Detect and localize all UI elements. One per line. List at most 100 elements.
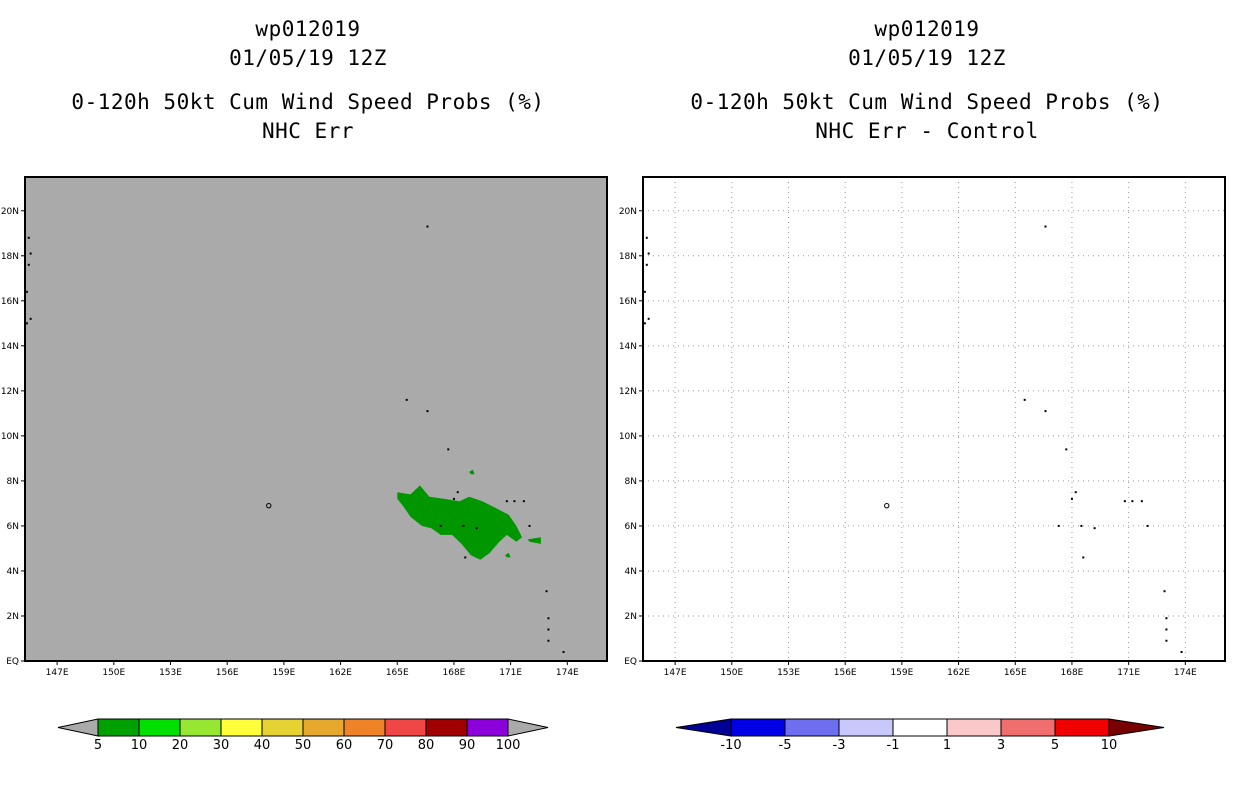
x-tick-label: 153E bbox=[777, 668, 800, 678]
x-tick-label: 162E bbox=[947, 668, 970, 678]
y-tick-label: EQ bbox=[6, 657, 19, 667]
y-tick-label: 20N bbox=[1, 207, 19, 217]
colorbar-label: 100 bbox=[496, 738, 521, 753]
colorbar-segment bbox=[138, 718, 181, 737]
island-marker bbox=[266, 502, 272, 509]
y-tick-label: 18N bbox=[619, 252, 637, 262]
left-title-subtitle: NHC Err bbox=[261, 119, 354, 143]
x-tick-label: 174E bbox=[1174, 668, 1197, 678]
coastline-dot bbox=[545, 590, 548, 593]
coastline-dot bbox=[643, 290, 646, 293]
x-tick-label: 156E bbox=[834, 668, 857, 678]
coastline-dot bbox=[1044, 410, 1047, 413]
x-tick-label: 159E bbox=[890, 668, 913, 678]
coastline-dot bbox=[505, 500, 508, 503]
coastline-dot bbox=[1080, 524, 1083, 527]
y-tick-label: 2N bbox=[7, 612, 19, 622]
colorbar-segment bbox=[179, 718, 222, 737]
coastline-dot bbox=[405, 398, 408, 401]
left-colorbar: 5 10 20 30 40 50 60 70 80 90 100 bbox=[57, 718, 549, 753]
colorbar-segment bbox=[838, 718, 894, 737]
coastline-dot bbox=[1082, 556, 1085, 559]
right-title-datetime: 01/05/19 12Z bbox=[848, 46, 1006, 70]
colorbar-label: 10 bbox=[131, 738, 148, 753]
y-tick-label: 12N bbox=[619, 387, 637, 397]
colorbar-segment bbox=[384, 718, 427, 737]
colorbar-segment bbox=[343, 718, 386, 737]
y-tick-label: 14N bbox=[619, 342, 637, 352]
coastline-dot bbox=[647, 252, 650, 255]
coastline-dot bbox=[1074, 491, 1077, 494]
y-tick-label: 16N bbox=[619, 297, 637, 307]
colorbar-label: 1 bbox=[943, 738, 951, 753]
x-tick-label: 165E bbox=[1004, 668, 1027, 678]
colorbar-arrow-left bbox=[57, 718, 99, 737]
y-tick-label: 16N bbox=[1, 297, 19, 307]
y-tick-label: 8N bbox=[625, 477, 637, 487]
left-map-panel: 147E 150E 153E 156E 159E 162E 165E 168E 171E 174E… bbox=[1, 176, 608, 678]
probability-region bbox=[397, 485, 522, 560]
right-colorbar: -10 -5 -3 -1 1 3 5 10 bbox=[675, 718, 1165, 753]
coastline-dot bbox=[1070, 497, 1073, 500]
x-tick-label: 147E bbox=[664, 668, 687, 678]
coastline-dot bbox=[562, 650, 565, 653]
x-tick-label: 153E bbox=[159, 668, 182, 678]
coastline-dot bbox=[1123, 500, 1126, 503]
x-tick-label: 156E bbox=[216, 668, 239, 678]
x-tick-label: 168E bbox=[443, 668, 466, 678]
coastline-dot bbox=[645, 236, 648, 239]
x-tick-label: 162E bbox=[329, 668, 352, 678]
coastline-dot bbox=[464, 556, 467, 559]
map-frame bbox=[642, 176, 1226, 662]
colorbar-label: 90 bbox=[459, 738, 476, 753]
colorbar-segment bbox=[97, 718, 140, 737]
colorbar-segment bbox=[1000, 718, 1056, 737]
colorbar-segment bbox=[425, 718, 468, 737]
coastline-dot bbox=[475, 527, 478, 530]
left-title-datetime: 01/05/19 12Z bbox=[229, 46, 387, 70]
colorbar-arrow-right bbox=[1108, 718, 1165, 737]
x-tick-label: 171E bbox=[1117, 668, 1140, 678]
coastline-dot bbox=[645, 263, 648, 266]
colorbar-label: 60 bbox=[336, 738, 353, 753]
y-tick-label: 6N bbox=[7, 522, 19, 532]
coastline-dot bbox=[27, 236, 30, 239]
coastline-dot bbox=[25, 290, 28, 293]
map-frame bbox=[24, 176, 608, 662]
colorbar-segment bbox=[892, 718, 948, 737]
right-title-storm-id: wp012019 bbox=[874, 17, 980, 41]
left-title-storm-id: wp012019 bbox=[255, 17, 361, 41]
colorbar-arrow-left bbox=[675, 718, 732, 737]
y-tick-label: 6N bbox=[625, 522, 637, 532]
coastline-dot bbox=[1165, 617, 1168, 620]
colorbar-arrow-right bbox=[507, 718, 549, 737]
colorbar-label: 40 bbox=[254, 738, 271, 753]
x-tick-label: 147E bbox=[46, 668, 69, 678]
coastline-dot bbox=[528, 524, 531, 527]
colorbar-segment bbox=[946, 718, 1002, 737]
colorbar-segment bbox=[730, 718, 786, 737]
coastline-dot bbox=[29, 252, 32, 255]
probability-blob bbox=[469, 469, 475, 475]
map-background bbox=[643, 177, 1225, 661]
coastline-dot bbox=[547, 628, 550, 631]
colorbar-segment bbox=[466, 718, 509, 737]
colorbar-label: 5 bbox=[94, 738, 102, 753]
x-tick-label: 165E bbox=[386, 668, 409, 678]
colorbar-label: 20 bbox=[172, 738, 189, 753]
x-tick-label: 150E bbox=[102, 668, 125, 678]
map-background bbox=[25, 177, 607, 661]
coastline-dot bbox=[1023, 398, 1026, 401]
y-tick-label: EQ bbox=[624, 657, 637, 667]
y-tick-label: 8N bbox=[7, 477, 19, 487]
coastline-dot bbox=[25, 322, 28, 325]
coastline-dot bbox=[643, 322, 646, 325]
coastline-dot bbox=[1180, 650, 1183, 653]
right-panel-title: wp012019 01/05/19 12Z 0-120h 50kt Cum Wi… bbox=[618, 15, 1236, 146]
y-tick-label: 14N bbox=[1, 342, 19, 352]
colorbar-label: 80 bbox=[418, 738, 435, 753]
coastline-dot bbox=[1146, 524, 1149, 527]
x-tick-label: 159E bbox=[272, 668, 295, 678]
right-map-panel: 147E 150E 153E 156E 159E 162E 165E 168E 171E 174E… bbox=[619, 176, 1226, 678]
x-tick-label: 171E bbox=[499, 668, 522, 678]
